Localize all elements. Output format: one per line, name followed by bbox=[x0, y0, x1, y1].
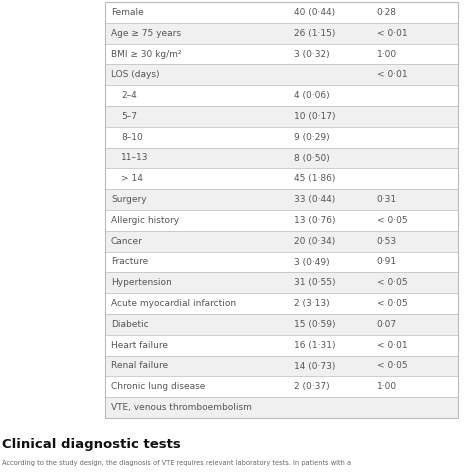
Text: Female: Female bbox=[111, 8, 144, 17]
Text: Age ≥ 75 years: Age ≥ 75 years bbox=[111, 29, 181, 38]
Bar bbox=[105, 127, 458, 147]
Text: Renal failure: Renal failure bbox=[111, 362, 168, 371]
Text: Hypertension: Hypertension bbox=[111, 278, 172, 287]
Text: 2 (0·37): 2 (0·37) bbox=[294, 383, 329, 392]
Text: 1·00: 1·00 bbox=[377, 383, 397, 392]
Bar bbox=[105, 397, 458, 418]
Text: < 0·05: < 0·05 bbox=[377, 362, 408, 371]
Text: Cancer: Cancer bbox=[111, 237, 143, 246]
Text: 8 (0·50): 8 (0·50) bbox=[294, 154, 329, 163]
Bar bbox=[105, 252, 458, 273]
Text: According to the study design, the diagnosis of VTE requires relevant laboratory: According to the study design, the diagn… bbox=[2, 460, 351, 466]
Text: < 0·05: < 0·05 bbox=[377, 216, 408, 225]
Text: 33 (0·44): 33 (0·44) bbox=[294, 195, 335, 204]
Text: 16 (1·31): 16 (1·31) bbox=[294, 341, 335, 350]
Text: 8–10: 8–10 bbox=[121, 133, 143, 142]
Bar bbox=[105, 44, 458, 64]
Text: < 0·05: < 0·05 bbox=[377, 299, 408, 308]
Bar bbox=[105, 23, 458, 44]
Text: Fracture: Fracture bbox=[111, 257, 148, 266]
Text: VTE, venous thromboembolism: VTE, venous thromboembolism bbox=[111, 403, 252, 412]
Text: 4 (0·06): 4 (0·06) bbox=[294, 91, 329, 100]
Text: 31 (0·55): 31 (0·55) bbox=[294, 278, 335, 287]
Text: 45 (1·86): 45 (1·86) bbox=[294, 174, 335, 183]
Text: < 0·05: < 0·05 bbox=[377, 278, 408, 287]
Text: Chronic lung disease: Chronic lung disease bbox=[111, 383, 205, 392]
Text: 13 (0·76): 13 (0·76) bbox=[294, 216, 335, 225]
Text: 15 (0·59): 15 (0·59) bbox=[294, 320, 335, 329]
Text: 11–13: 11–13 bbox=[121, 154, 148, 163]
Bar bbox=[105, 335, 458, 356]
Bar bbox=[105, 231, 458, 252]
Text: 26 (1·15): 26 (1·15) bbox=[294, 29, 335, 38]
Text: 0·28: 0·28 bbox=[377, 8, 397, 17]
Text: 20 (0·34): 20 (0·34) bbox=[294, 237, 335, 246]
Bar bbox=[105, 168, 458, 189]
Bar bbox=[105, 85, 458, 106]
Text: 3 (0·49): 3 (0·49) bbox=[294, 257, 329, 266]
Text: 2 (3·13): 2 (3·13) bbox=[294, 299, 329, 308]
Bar bbox=[105, 210, 458, 231]
Text: < 0·01: < 0·01 bbox=[377, 341, 408, 350]
Text: Allergic history: Allergic history bbox=[111, 216, 179, 225]
Bar bbox=[105, 273, 458, 293]
Text: Clinical diagnostic tests: Clinical diagnostic tests bbox=[2, 438, 181, 451]
Bar bbox=[105, 2, 458, 23]
Text: 3 (0·32): 3 (0·32) bbox=[294, 49, 329, 58]
Text: Acute myocardial infarction: Acute myocardial infarction bbox=[111, 299, 236, 308]
Text: 0·53: 0·53 bbox=[377, 237, 397, 246]
Text: Heart failure: Heart failure bbox=[111, 341, 168, 350]
Text: 9 (0·29): 9 (0·29) bbox=[294, 133, 329, 142]
Text: BMI ≥ 30 kg/m²: BMI ≥ 30 kg/m² bbox=[111, 49, 182, 58]
Text: 1·00: 1·00 bbox=[377, 49, 397, 58]
Bar bbox=[105, 106, 458, 127]
Bar bbox=[105, 293, 458, 314]
Text: 14 (0·73): 14 (0·73) bbox=[294, 362, 335, 371]
Bar bbox=[105, 314, 458, 335]
Text: Surgery: Surgery bbox=[111, 195, 146, 204]
Text: 10 (0·17): 10 (0·17) bbox=[294, 112, 335, 121]
Text: < 0·01: < 0·01 bbox=[377, 70, 408, 79]
Bar bbox=[105, 147, 458, 168]
Bar bbox=[105, 64, 458, 85]
Bar bbox=[105, 189, 458, 210]
Text: Diabetic: Diabetic bbox=[111, 320, 149, 329]
Text: LOS (days): LOS (days) bbox=[111, 70, 159, 79]
Text: 0·07: 0·07 bbox=[377, 320, 397, 329]
Text: 0·31: 0·31 bbox=[377, 195, 397, 204]
Text: 0·91: 0·91 bbox=[377, 257, 397, 266]
Text: 5–7: 5–7 bbox=[121, 112, 137, 121]
Bar bbox=[105, 356, 458, 376]
Bar bbox=[105, 376, 458, 397]
Text: 40 (0·44): 40 (0·44) bbox=[294, 8, 335, 17]
Text: 2–4: 2–4 bbox=[121, 91, 137, 100]
Text: < 0·01: < 0·01 bbox=[377, 29, 408, 38]
Bar bbox=[105, 2, 458, 418]
Text: > 14: > 14 bbox=[121, 174, 143, 183]
